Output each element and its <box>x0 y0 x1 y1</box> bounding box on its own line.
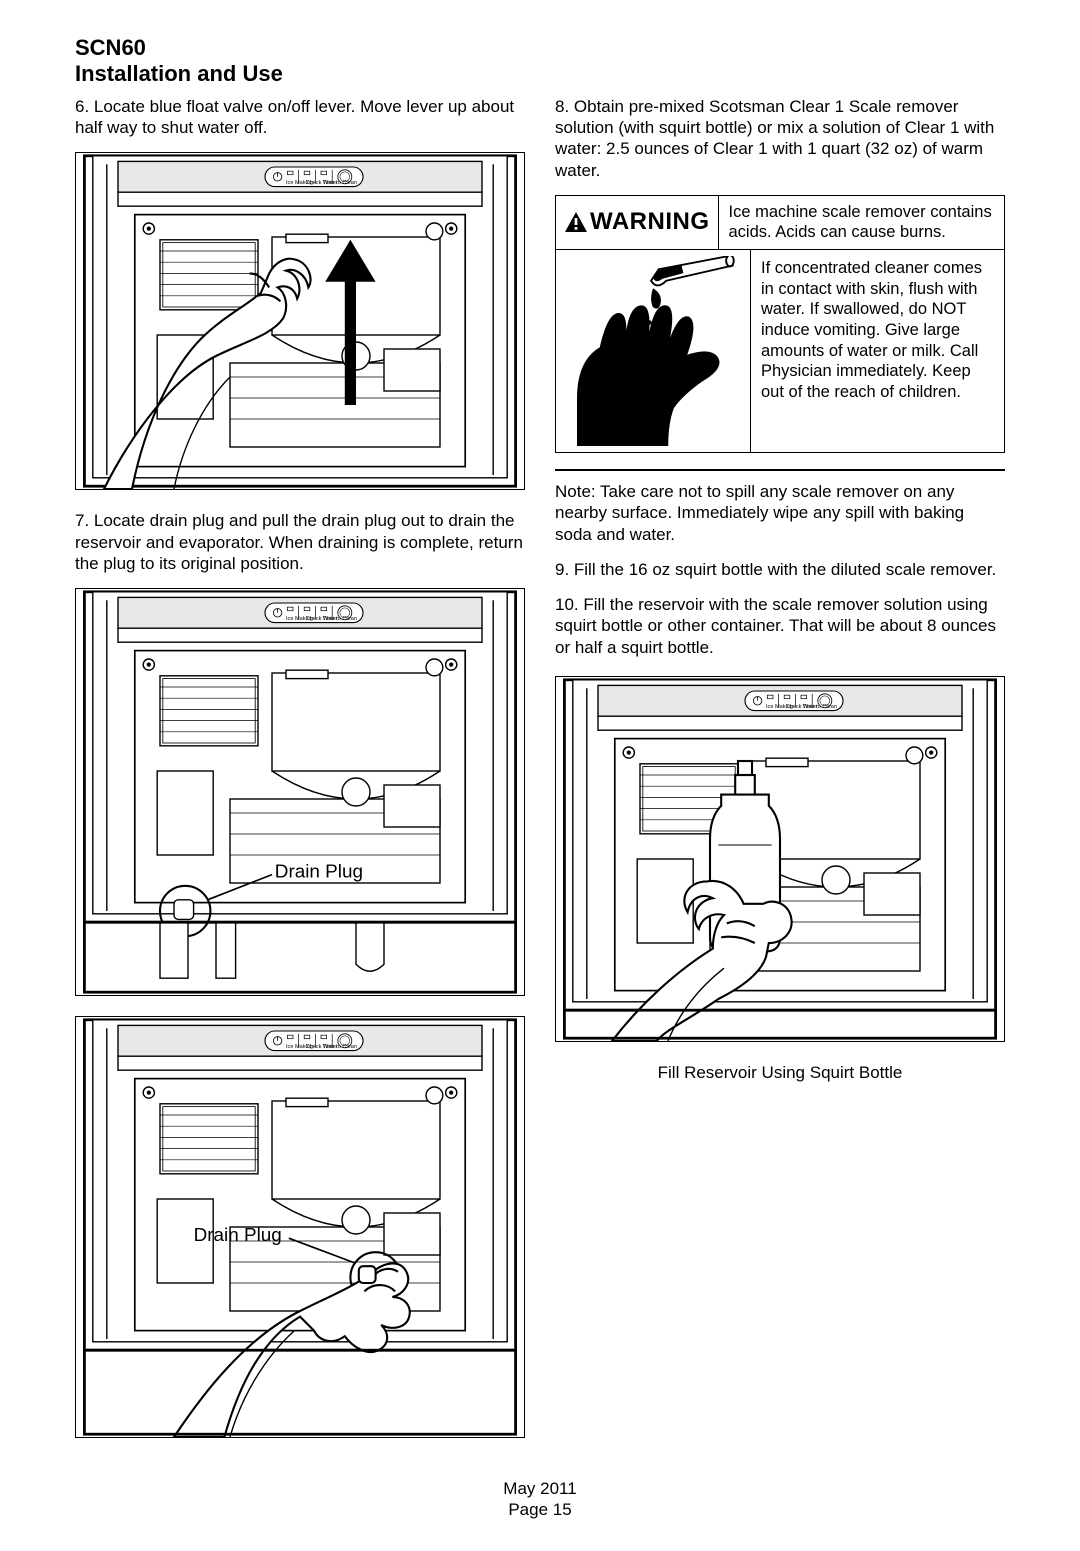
figure-caption: Fill Reservoir Using Squirt Bottle <box>555 1062 1005 1083</box>
step-9: 9. Fill the 16 oz squirt bottle with the… <box>555 559 1005 580</box>
left-column: 6. Locate blue float valve on/off lever.… <box>75 96 525 1438</box>
divider <box>555 469 1005 471</box>
page-footer: May 2011 Page 15 <box>75 1478 1005 1521</box>
footer-page: Page 15 <box>75 1499 1005 1520</box>
drain-plug-label: Drain Plug <box>275 861 363 882</box>
step-6: 6. Locate blue float valve on/off lever.… <box>75 96 525 139</box>
svg-text:Time to Clean: Time to Clean <box>802 704 837 710</box>
step-7: 7. Locate drain plug and pull the drain … <box>75 510 525 574</box>
figure-float-valve: Ice Making Check Water Time to Clean <box>75 152 525 490</box>
svg-text:Time to Clean: Time to Clean <box>322 1044 357 1050</box>
svg-text:Time to Clean: Time to Clean <box>322 616 357 622</box>
page-header: SCN60 Installation and Use <box>75 35 1005 88</box>
figure-drain-plug-location: Ice Making Check Water Time to Clean Dra… <box>75 588 525 996</box>
figure-drain-plug-pull: Ice Making Check Water Time to Clean Dra… <box>75 1016 525 1438</box>
warning-label: WARNING <box>556 196 719 250</box>
footer-date: May 2011 <box>75 1478 1005 1499</box>
model-number: SCN60 <box>75 35 146 60</box>
right-column: 8. Obtain pre-mixed Scotsman Clear 1 Sca… <box>555 96 1005 1438</box>
figure-fill-reservoir: Ice Making Check Water Time to Clean <box>555 676 1005 1042</box>
warning-box: WARNING Ice machine scale remover contai… <box>555 195 1005 453</box>
step-8: 8. Obtain pre-mixed Scotsman Clear 1 Sca… <box>555 96 1005 181</box>
warning-hand-icon <box>556 250 751 452</box>
warning-word: WARNING <box>590 207 710 237</box>
warning-text-firstaid: If concentrated cleaner comes in contact… <box>751 250 1004 452</box>
note-spill: Note: Take care not to spill any scale r… <box>555 481 1005 545</box>
step-10: 10. Fill the reservoir with the scale re… <box>555 594 1005 658</box>
svg-text:Time to Clean: Time to Clean <box>322 180 357 186</box>
section-title: Installation and Use <box>75 61 283 86</box>
warning-triangle-icon <box>564 211 588 233</box>
drain-plug-label-2: Drain Plug <box>194 1225 282 1246</box>
warning-text-acids: Ice machine scale remover contains acids… <box>719 196 1005 250</box>
